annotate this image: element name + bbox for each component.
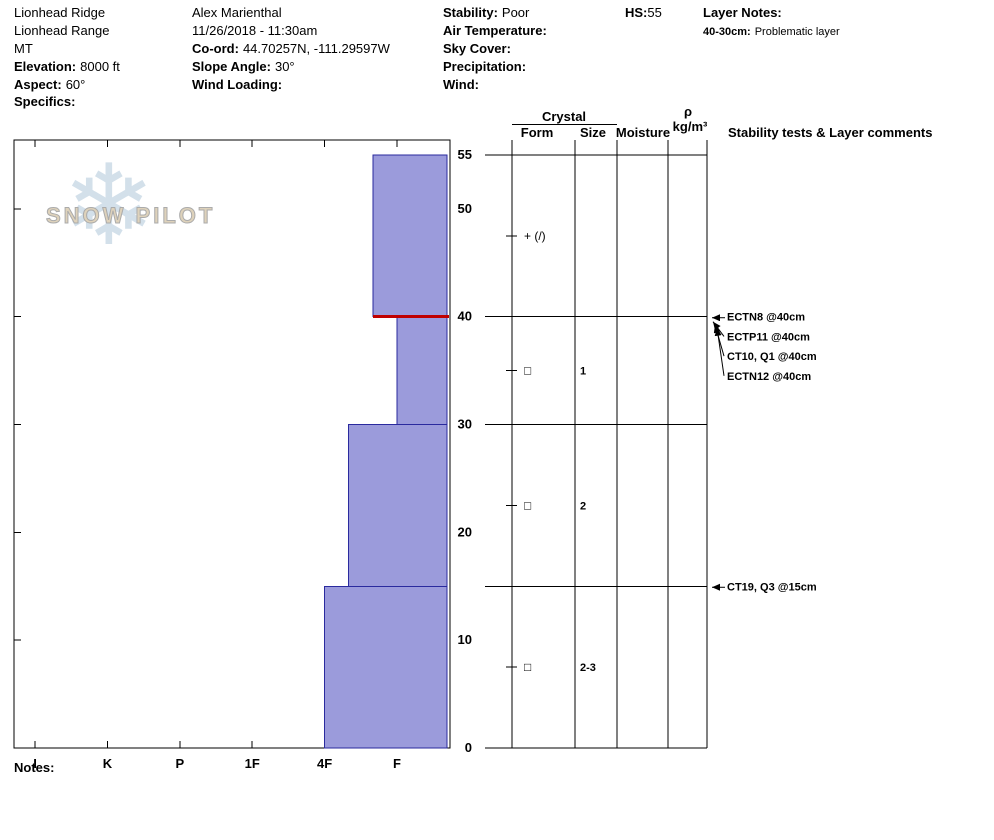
sky-cover-label: Sky Cover: xyxy=(443,41,511,56)
air-temperature-label: Air Temperature: xyxy=(443,23,547,38)
layer-notes-label: Layer Notes: xyxy=(703,5,782,20)
aspect-value: 60° xyxy=(65,77,86,92)
depth-axis-label: 40 xyxy=(458,309,472,324)
test-arrow xyxy=(714,327,725,376)
stability-test-label: ECTN12 @40cm xyxy=(727,371,811,383)
elevation-value: 8000 ft xyxy=(80,59,120,74)
stability-test-label: ECTN8 @40cm xyxy=(727,312,805,324)
stability-row: Stability: Poor xyxy=(443,4,529,22)
slope-angle-label: Slope Angle: xyxy=(192,59,271,74)
coordinates-label: Co-ord: xyxy=(192,41,239,56)
hardness-axis-label: F xyxy=(393,756,401,771)
grain-size-value: 1 xyxy=(580,366,586,378)
wind-loading-label: Wind Loading: xyxy=(192,77,283,92)
depth-axis-label: 55 xyxy=(458,147,472,162)
hardness-axis-label: 1F xyxy=(245,756,260,771)
density-symbol-header: ρ xyxy=(683,104,693,119)
stability-test-label: CT10, Q1 @40cm xyxy=(727,351,817,363)
layer-hardness-bar xyxy=(348,424,448,587)
snowpilot-watermark: ❄ SNOW PILOT xyxy=(40,150,270,280)
state-name: MT xyxy=(14,41,33,56)
slope-angle-row: Slope Angle: 30° xyxy=(192,58,295,76)
stability-value: Poor xyxy=(501,5,530,20)
hs-label: HS: xyxy=(625,5,648,20)
hardness-axis-label: 4F xyxy=(317,756,332,771)
wind-label: Wind: xyxy=(443,77,479,92)
layer-note-range: 40-30cm: xyxy=(703,26,751,38)
stability-label: Stability: xyxy=(443,5,498,20)
coordinates-value: 44.70257N, -111.29597W xyxy=(242,41,390,56)
moisture-column-header: Moisture xyxy=(615,125,671,140)
depth-axis-label: 30 xyxy=(458,417,472,432)
slope-angle-value: 30° xyxy=(274,59,295,74)
watermark-text: SNOW PILOT xyxy=(45,203,216,229)
crystal-column-header: Crystal xyxy=(541,109,587,124)
coordinates-row: Co-ord: 44.70257N, -111.29597W xyxy=(192,40,390,58)
elevation-label: Elevation: xyxy=(14,59,77,74)
observer-name: Alex Marienthal xyxy=(192,5,282,20)
density-units-header: kg/m³ xyxy=(672,119,708,134)
depth-axis-label: 20 xyxy=(458,524,472,539)
depth-axis-label: 10 xyxy=(458,632,472,647)
specifics-label: Specifics: xyxy=(14,94,76,109)
grain-size-value: 2 xyxy=(580,500,586,512)
height-of-snow-row: HS:55 xyxy=(625,4,662,22)
stability-test-label: ECTP11 @40cm xyxy=(727,331,810,343)
snowflake-icon: ❄ xyxy=(62,143,156,268)
hs-value: 55 xyxy=(647,5,662,20)
elevation-row: Elevation: 8000 ft xyxy=(14,58,120,76)
aspect-label: Aspect: xyxy=(14,77,62,92)
layer-note-text: Problematic layer xyxy=(754,26,840,38)
stability-tests-column-header: Stability tests & Layer comments xyxy=(728,125,933,140)
layer-hardness-bar xyxy=(324,585,448,749)
grain-form-symbol: □ xyxy=(524,660,531,674)
test-arrow xyxy=(712,321,725,337)
hardness-axis-label: K xyxy=(103,756,113,771)
layer-hardness-bar xyxy=(372,154,448,318)
precipitation-label: Precipitation: xyxy=(443,59,527,74)
depth-axis-label: 50 xyxy=(458,201,472,216)
form-column-header: Form xyxy=(520,125,554,140)
range-name: Lionhead Range xyxy=(14,23,110,38)
test-arrow xyxy=(713,324,725,357)
layer-hardness-bar xyxy=(396,316,448,426)
hardness-plot-frame xyxy=(13,139,451,749)
hardness-axis-label: I xyxy=(33,756,37,771)
layer-note-row: 40-30cm: Problematic layer xyxy=(703,25,840,39)
hardness-axis-label: P xyxy=(175,756,184,771)
grain-size-value: 2-3 xyxy=(580,662,596,674)
size-column-header: Size xyxy=(579,125,607,140)
depth-axis-label: 0 xyxy=(465,740,472,755)
aspect-row: Aspect: 60° xyxy=(14,76,85,94)
site-name: Lionhead Ridge xyxy=(14,5,106,20)
grain-form-symbol: □ xyxy=(524,498,531,512)
stability-test-label: CT19, Q3 @15cm xyxy=(727,581,817,593)
crystal-header-underline xyxy=(512,124,617,125)
pit-datetime: 11/26/2018 - 11:30am xyxy=(192,23,318,38)
notes-label: Notes: xyxy=(14,760,55,775)
grain-form-symbol: □ xyxy=(524,364,531,378)
grain-form-symbol: + (/) xyxy=(524,229,546,243)
